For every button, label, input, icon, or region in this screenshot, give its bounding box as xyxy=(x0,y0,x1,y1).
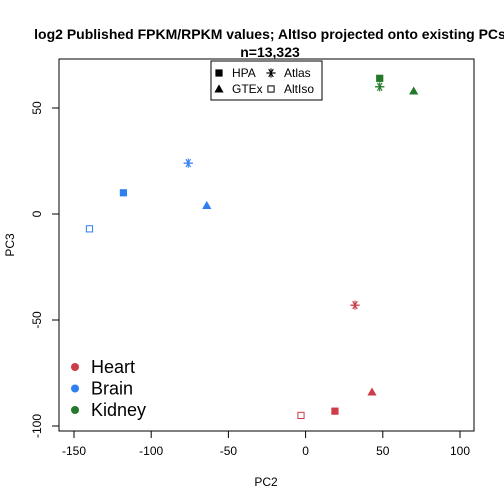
legend-marker-hpa xyxy=(215,69,222,76)
chart-title: log2 Published FPKM/RPKM values; AltIso … xyxy=(34,26,504,42)
data-points xyxy=(86,75,418,419)
y-tick-label: -50 xyxy=(30,311,44,329)
shape-legend: HPA Atlas GTEx AltIso xyxy=(211,61,322,100)
x-tick-label: 0 xyxy=(302,444,309,458)
legend-label-altiso: AltIso xyxy=(284,82,314,96)
y-tick-label: 0 xyxy=(30,210,44,217)
y-axis-label: PC3 xyxy=(3,233,17,257)
point-brain-gtex xyxy=(202,201,211,209)
x-tick-label: -100 xyxy=(139,444,163,458)
legend-label-kidney: Kidney xyxy=(91,400,146,420)
point-kidney-gtex xyxy=(409,86,418,94)
legend-label-heart: Heart xyxy=(91,357,135,377)
point-heart-altiso xyxy=(298,412,304,418)
point-brain-altiso xyxy=(86,226,92,232)
legend-label-atlas: Atlas xyxy=(284,66,311,80)
y-tick-label: 50 xyxy=(30,101,44,115)
point-brain-hpa xyxy=(120,189,127,196)
legend-dot-brain xyxy=(71,385,79,393)
x-axis: -150 -100 -50 0 50 100 xyxy=(62,431,470,458)
legend-dot-kidney xyxy=(71,406,79,414)
legend-label-brain: Brain xyxy=(91,379,133,399)
x-tick-label: 50 xyxy=(376,444,390,458)
point-brain-atlas xyxy=(184,159,193,168)
y-axis: -100 -50 0 50 xyxy=(30,101,59,438)
point-heart-hpa xyxy=(331,408,338,415)
point-heart-gtex xyxy=(367,387,376,395)
x-tick-label: 100 xyxy=(450,444,470,458)
point-kidney-hpa xyxy=(376,75,383,82)
point-heart-atlas xyxy=(350,301,359,310)
x-axis-label: PC2 xyxy=(254,475,278,489)
y-tick-label: -100 xyxy=(30,414,44,438)
legend-label-hpa: HPA xyxy=(232,66,256,80)
x-tick-label: -150 xyxy=(62,444,86,458)
chart-subtitle: n=13,323 xyxy=(240,44,300,60)
point-kidney-atlas xyxy=(375,82,384,91)
legend-dot-heart xyxy=(71,363,79,371)
legend-label-gtex: GTEx xyxy=(232,82,263,96)
x-tick-label: -50 xyxy=(220,444,238,458)
